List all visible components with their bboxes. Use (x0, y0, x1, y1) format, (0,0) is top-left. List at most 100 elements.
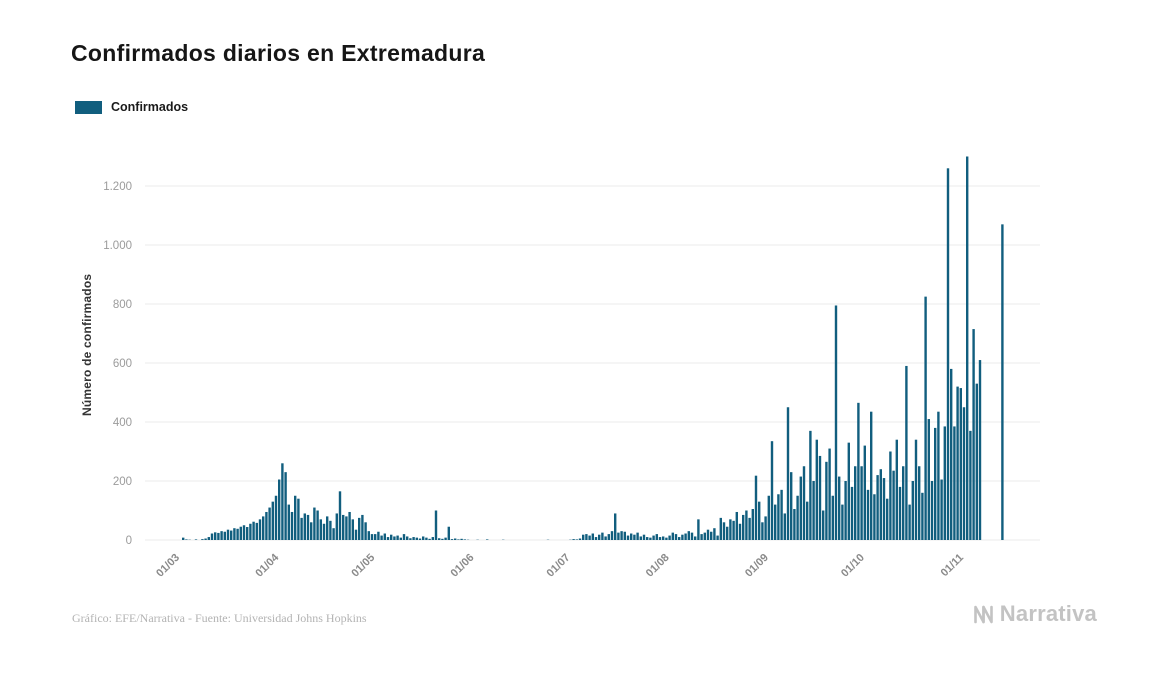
bar (415, 537, 418, 540)
bar (642, 534, 646, 540)
bar (297, 498, 300, 540)
bar (239, 526, 242, 540)
bar (217, 532, 220, 540)
bar (607, 534, 610, 540)
bar (978, 360, 982, 540)
bar (450, 539, 454, 541)
bar (866, 489, 870, 540)
bar (578, 538, 582, 540)
bar (802, 466, 806, 540)
bar (870, 411, 873, 540)
bar (950, 368, 953, 540)
bar (767, 495, 770, 540)
bar (220, 531, 223, 540)
bar (886, 498, 889, 540)
bar (412, 537, 415, 540)
bar (386, 537, 390, 540)
bar (364, 522, 367, 540)
bar (278, 479, 281, 540)
x-tick-label: 01/05 (349, 552, 377, 580)
bar (780, 489, 783, 540)
bar (303, 513, 306, 540)
bar (377, 531, 380, 540)
bar (294, 495, 297, 540)
bar (716, 535, 719, 540)
bar (911, 481, 914, 540)
bar (204, 538, 207, 540)
bar (674, 534, 678, 540)
bar (655, 534, 658, 540)
bar (937, 411, 940, 540)
bar (380, 535, 383, 540)
bar (729, 519, 732, 540)
bar (396, 535, 399, 540)
bar (335, 513, 338, 540)
bar (313, 507, 316, 540)
x-tick-label: 01/06 (449, 552, 477, 580)
chart-title: Confirmados diarios en Extremadura (71, 40, 486, 66)
bar (575, 539, 578, 540)
bar (617, 532, 620, 541)
bar (898, 486, 902, 540)
bar (719, 517, 722, 541)
bar (284, 472, 287, 540)
bar (946, 168, 950, 541)
bar (758, 501, 761, 540)
bar (905, 365, 908, 540)
x-tick-label: 01/11 (939, 552, 967, 580)
bar (697, 519, 700, 540)
bar (358, 517, 361, 541)
bar (809, 430, 812, 540)
bar (588, 535, 591, 540)
bar (265, 511, 268, 540)
bar (329, 520, 332, 540)
x-tick-label: 01/10 (839, 552, 867, 580)
bar (790, 472, 793, 540)
bar (290, 511, 294, 540)
bar (310, 522, 313, 540)
bar (841, 504, 844, 540)
bar (687, 531, 690, 540)
bar (409, 538, 412, 540)
bar (812, 481, 815, 540)
bar (822, 510, 825, 540)
bar (182, 537, 185, 540)
bar (383, 533, 386, 540)
bar (214, 532, 217, 540)
bar (857, 402, 860, 540)
bar (847, 442, 850, 540)
bar (764, 516, 767, 540)
bar (338, 491, 342, 540)
x-tick-label: 01/04 (253, 551, 282, 580)
bar (572, 539, 575, 541)
bar (914, 439, 918, 540)
x-tick-label: 01/09 (743, 552, 771, 580)
bar (258, 519, 262, 540)
bar (761, 522, 764, 540)
bar (796, 495, 799, 540)
bar (892, 470, 895, 541)
bar (598, 534, 601, 540)
bar (287, 504, 290, 540)
bar (908, 504, 911, 540)
y-tick-label: 200 (113, 476, 132, 488)
bar (799, 476, 802, 540)
bar (793, 509, 796, 540)
bar (428, 538, 431, 540)
bar (969, 430, 972, 540)
bar (194, 539, 198, 540)
bar (930, 481, 934, 540)
bar (745, 510, 748, 540)
bar (393, 536, 396, 540)
bar (665, 537, 668, 540)
bar (678, 537, 681, 540)
bar (783, 513, 786, 540)
bar (585, 534, 588, 540)
bar (230, 530, 233, 540)
x-tick-label: 01/03 (154, 552, 182, 580)
legend: Confirmados (75, 100, 188, 114)
bar (374, 534, 377, 540)
bar (943, 426, 946, 540)
bar (431, 537, 434, 540)
